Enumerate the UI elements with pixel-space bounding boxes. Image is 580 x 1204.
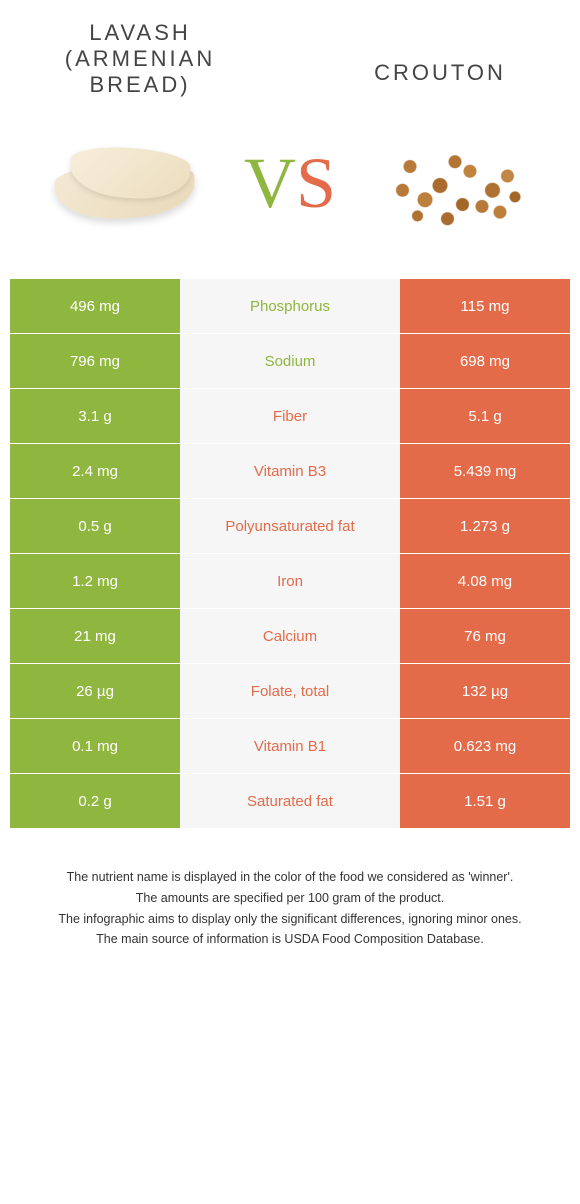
left-food-image [40,118,210,248]
footer-line: The amounts are specified per 100 gram o… [30,889,550,908]
right-food-title: Crouton [340,20,540,86]
left-value: 0.1 mg [10,719,180,773]
footer-line: The infographic aims to display only the… [30,910,550,929]
nutrient-label: Vitamin B1 [180,719,400,773]
right-food-image [370,118,540,248]
infographic-container: Lavash (Armenian bread) Crouton VS 496 m… [0,0,580,971]
nutrient-label: Folate, total [180,664,400,718]
right-value: 1.273 g [400,499,570,553]
nutrient-label: Fiber [180,389,400,443]
lavash-icon [50,138,200,228]
left-value: 2.4 mg [10,444,180,498]
left-value: 26 µg [10,664,180,718]
nutrient-label: Saturated fat [180,774,400,828]
table-row: 21 mgCalcium76 mg [10,608,570,663]
header-titles: Lavash (Armenian bread) Crouton [0,0,580,108]
table-row: 0.1 mgVitamin B10.623 mg [10,718,570,773]
nutrient-label: Iron [180,554,400,608]
vs-v: V [244,143,296,223]
right-value: 132 µg [400,664,570,718]
footer-line: The nutrient name is displayed in the co… [30,868,550,887]
right-value: 0.623 mg [400,719,570,773]
left-value: 496 mg [10,279,180,333]
table-row: 796 mgSodium698 mg [10,333,570,388]
table-row: 2.4 mgVitamin B35.439 mg [10,443,570,498]
crouton-icon [375,128,535,238]
right-value: 76 mg [400,609,570,663]
left-value: 3.1 g [10,389,180,443]
vs-s: S [296,143,336,223]
right-value: 698 mg [400,334,570,388]
nutrient-label: Polyunsaturated fat [180,499,400,553]
table-row: 3.1 gFiber5.1 g [10,388,570,443]
right-value: 4.08 mg [400,554,570,608]
nutrient-label: Calcium [180,609,400,663]
footer-line: The main source of information is USDA F… [30,930,550,949]
footer-notes: The nutrient name is displayed in the co… [0,828,580,971]
images-row: VS [0,108,580,278]
right-value: 5.439 mg [400,444,570,498]
table-row: 26 µgFolate, total132 µg [10,663,570,718]
right-value: 115 mg [400,279,570,333]
vs-label: VS [244,142,336,225]
left-food-title: Lavash (Armenian bread) [40,20,240,98]
nutrient-label: Sodium [180,334,400,388]
table-row: 0.5 gPolyunsaturated fat1.273 g [10,498,570,553]
nutrient-label: Vitamin B3 [180,444,400,498]
table-row: 496 mgPhosphorus115 mg [10,278,570,333]
left-value: 0.2 g [10,774,180,828]
right-value: 1.51 g [400,774,570,828]
left-value: 796 mg [10,334,180,388]
table-row: 0.2 gSaturated fat1.51 g [10,773,570,828]
table-row: 1.2 mgIron4.08 mg [10,553,570,608]
left-value: 0.5 g [10,499,180,553]
nutrient-table: 496 mgPhosphorus115 mg796 mgSodium698 mg… [10,278,570,828]
left-value: 1.2 mg [10,554,180,608]
nutrient-label: Phosphorus [180,279,400,333]
right-value: 5.1 g [400,389,570,443]
left-value: 21 mg [10,609,180,663]
